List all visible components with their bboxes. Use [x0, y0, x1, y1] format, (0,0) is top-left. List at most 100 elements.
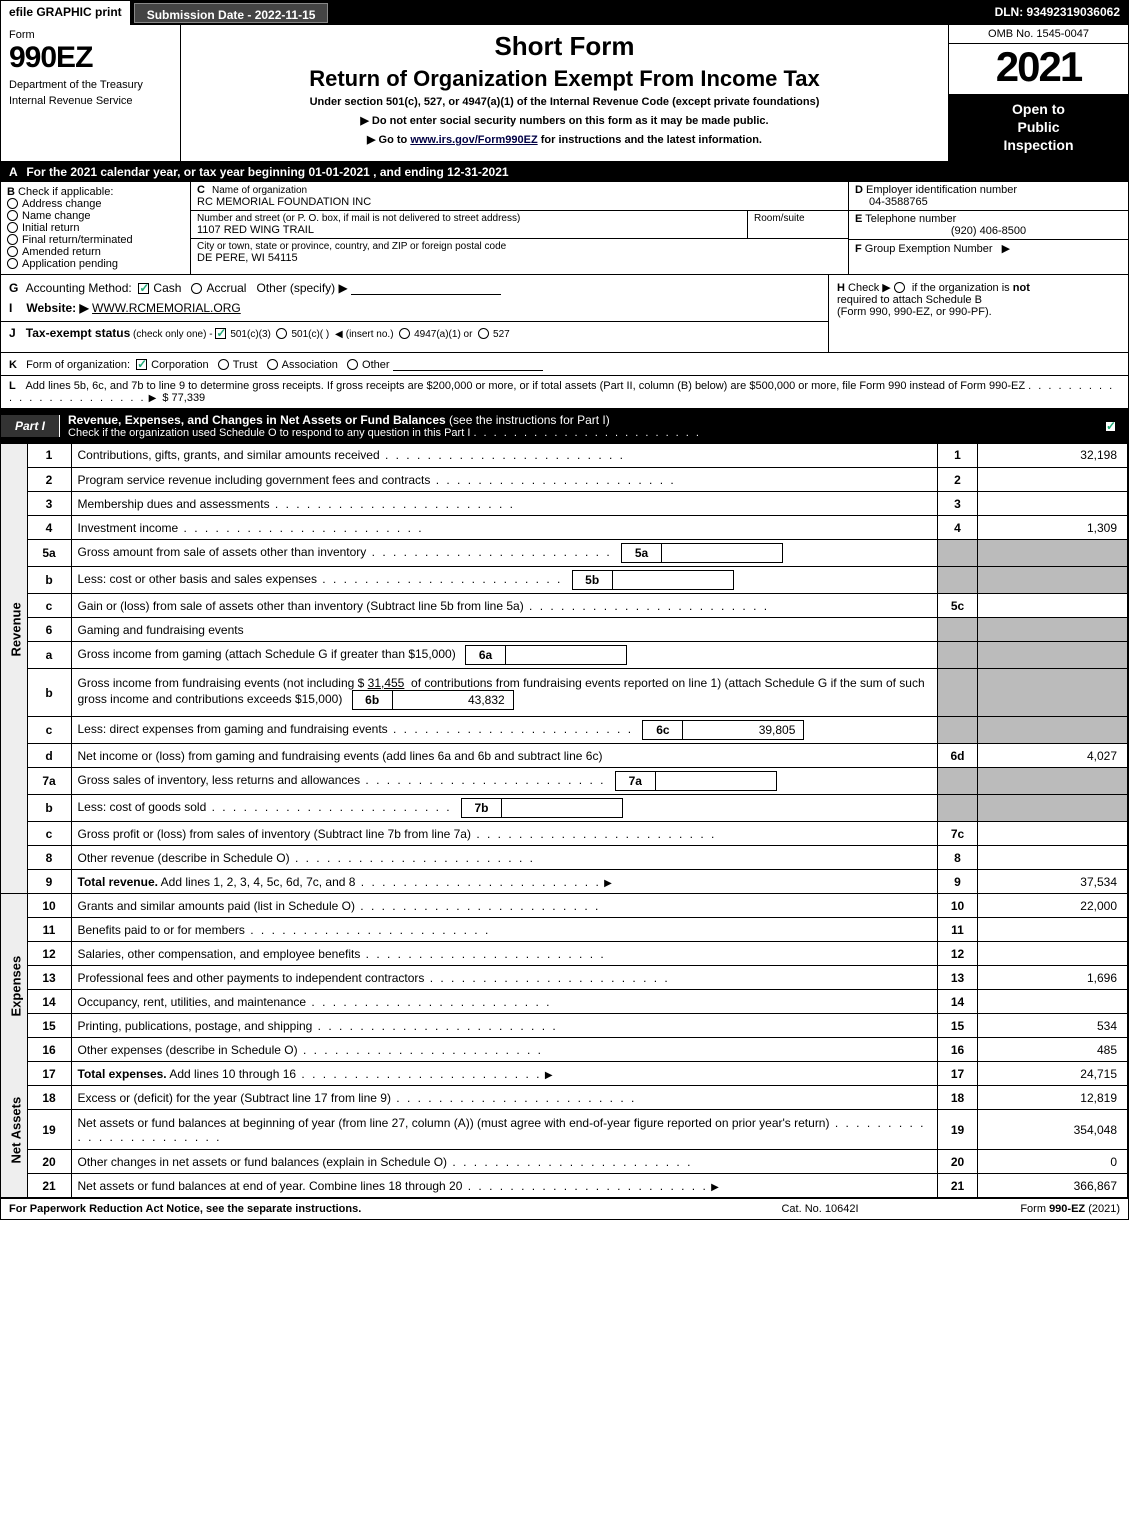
amt-20: 0 — [978, 1150, 1128, 1174]
n-6a: a — [27, 642, 71, 669]
header-left: Form 990EZ Department of the Treasury In… — [1, 25, 181, 161]
amt-19: 354,048 — [978, 1110, 1128, 1150]
ln-1: 1 — [938, 444, 978, 468]
opt-final: Final return/terminated — [22, 234, 133, 246]
check-corp[interactable] — [136, 359, 147, 370]
box-6c-val: 39,805 — [683, 721, 803, 739]
k-other-line[interactable] — [393, 357, 543, 371]
check-address[interactable] — [7, 198, 18, 209]
box-7a-lab: 7a — [616, 772, 656, 790]
f-title: Group Exemption Number — [865, 243, 993, 255]
h-not: not — [1013, 282, 1030, 294]
check-527[interactable] — [478, 328, 489, 339]
ln-16: 16 — [938, 1038, 978, 1062]
amt-3 — [978, 492, 1128, 516]
street: 1107 RED WING TRAIL — [197, 224, 741, 236]
opt-pending: Application pending — [22, 258, 118, 270]
k-o3: Association — [282, 359, 338, 371]
n-9: 9 — [27, 870, 71, 894]
part1-header: Part I Revenue, Expenses, and Changes in… — [1, 409, 1128, 444]
dots-icon — [380, 448, 625, 462]
n-7c: c — [27, 822, 71, 846]
n-6: 6 — [27, 618, 71, 642]
dots-icon — [312, 1019, 557, 1033]
footer-center: Cat. No. 10642I — [720, 1203, 920, 1215]
row-l: L Add lines 5b, 6c, and 7b to line 9 to … — [1, 376, 1128, 409]
row-f: F Group Exemption Number ▶ — [849, 240, 1128, 257]
d-10: Grants and similar amounts paid (list in… — [71, 894, 938, 918]
check-trust[interactable] — [218, 359, 229, 370]
g-other-line[interactable] — [351, 281, 501, 295]
website[interactable]: WWW.RCMEMORIAL.ORG — [92, 301, 241, 315]
amt-6c-shade — [978, 717, 1128, 744]
d-3: Membership dues and assessments — [71, 492, 938, 516]
tax-year: 2021 — [949, 44, 1128, 94]
h-text1: Check ▶ — [848, 282, 891, 294]
open2: Public — [955, 118, 1122, 136]
check-h[interactable] — [894, 282, 905, 293]
irs-link[interactable]: www.irs.gov/Form990EZ — [410, 134, 537, 146]
d-6b: Gross income from fundraising events (no… — [71, 669, 938, 717]
open-public: Open to Public Inspection — [949, 94, 1128, 161]
d-21-text: Net assets or fund balances at end of ye… — [78, 1179, 463, 1193]
letter-d: D — [855, 184, 863, 196]
ln-5a-shade — [938, 540, 978, 567]
ln-11: 11 — [938, 918, 978, 942]
d-5c-text: Gain or (loss) from sale of assets other… — [78, 599, 524, 613]
part1-check-text: Check if the organization used Schedule … — [68, 427, 470, 439]
box-6c: 6c39,805 — [642, 720, 804, 740]
amt-9: 37,534 — [978, 870, 1128, 894]
dots-icon — [245, 923, 490, 937]
check-final[interactable] — [7, 234, 18, 245]
d-9-text2: Add lines 1, 2, 3, 4, 5c, 6d, 7c, and 8 — [161, 875, 356, 889]
c-name-row: C Name of organization RC MEMORIAL FOUND… — [191, 182, 848, 211]
part1-tab: Part I — [1, 415, 60, 437]
n-11: 11 — [27, 918, 71, 942]
arrow-icon — [711, 1179, 722, 1193]
box-6b: 6b43,832 — [352, 690, 514, 710]
efile-label: efile GRAPHIC print — [1, 1, 132, 25]
footer: For Paperwork Reduction Act Notice, see … — [1, 1198, 1128, 1219]
row-e: E Telephone number (920) 406-8500 — [849, 211, 1128, 240]
amt-18: 12,819 — [978, 1086, 1128, 1110]
check-501c[interactable] — [276, 328, 287, 339]
ln-10: 10 — [938, 894, 978, 918]
check-assoc[interactable] — [267, 359, 278, 370]
ln-6-shade — [938, 618, 978, 642]
check-4947[interactable] — [399, 328, 410, 339]
amt-10: 22,000 — [978, 894, 1128, 918]
dots-icon — [366, 545, 611, 559]
org-name: RC MEMORIAL FOUNDATION INC — [197, 196, 842, 208]
d-7a-text: Gross sales of inventory, less returns a… — [78, 773, 361, 787]
check-name[interactable] — [7, 210, 18, 221]
n-13: 13 — [27, 966, 71, 990]
check-501c3[interactable] — [215, 328, 226, 339]
n-5b: b — [27, 567, 71, 594]
check-amended[interactable] — [7, 246, 18, 257]
d-7b: Less: cost of goods sold 7b — [71, 795, 938, 822]
check-other[interactable] — [347, 359, 358, 370]
check-accrual[interactable] — [191, 283, 202, 294]
amt-11 — [978, 918, 1128, 942]
d-20: Other changes in net assets or fund bala… — [71, 1150, 938, 1174]
k-o4: Other — [362, 359, 390, 371]
amt-5a-shade — [978, 540, 1128, 567]
check-cash[interactable] — [138, 283, 149, 294]
n-20: 20 — [27, 1150, 71, 1174]
amt-6d: 4,027 — [978, 744, 1128, 768]
d-5a-text: Gross amount from sale of assets other t… — [78, 545, 367, 559]
city: DE PERE, WI 54115 — [197, 252, 842, 264]
d-title: Employer identification number — [866, 184, 1017, 196]
dots-icon — [447, 1155, 692, 1169]
amt-6a-shade — [978, 642, 1128, 669]
check-schedule-o[interactable] — [1105, 421, 1116, 432]
d-6c: Less: direct expenses from gaming and fu… — [71, 717, 938, 744]
d-6a-text: Gross income from gaming (attach Schedul… — [78, 647, 456, 661]
d-6a: Gross income from gaming (attach Schedul… — [71, 642, 938, 669]
dots-icon — [360, 947, 605, 961]
check-initial[interactable] — [7, 222, 18, 233]
section-bcdef: B Check if applicable: Address change Na… — [1, 182, 1128, 275]
opt-address: Address change — [22, 198, 102, 210]
check-pending[interactable] — [7, 258, 18, 269]
d-8-text: Other revenue (describe in Schedule O) — [78, 851, 290, 865]
